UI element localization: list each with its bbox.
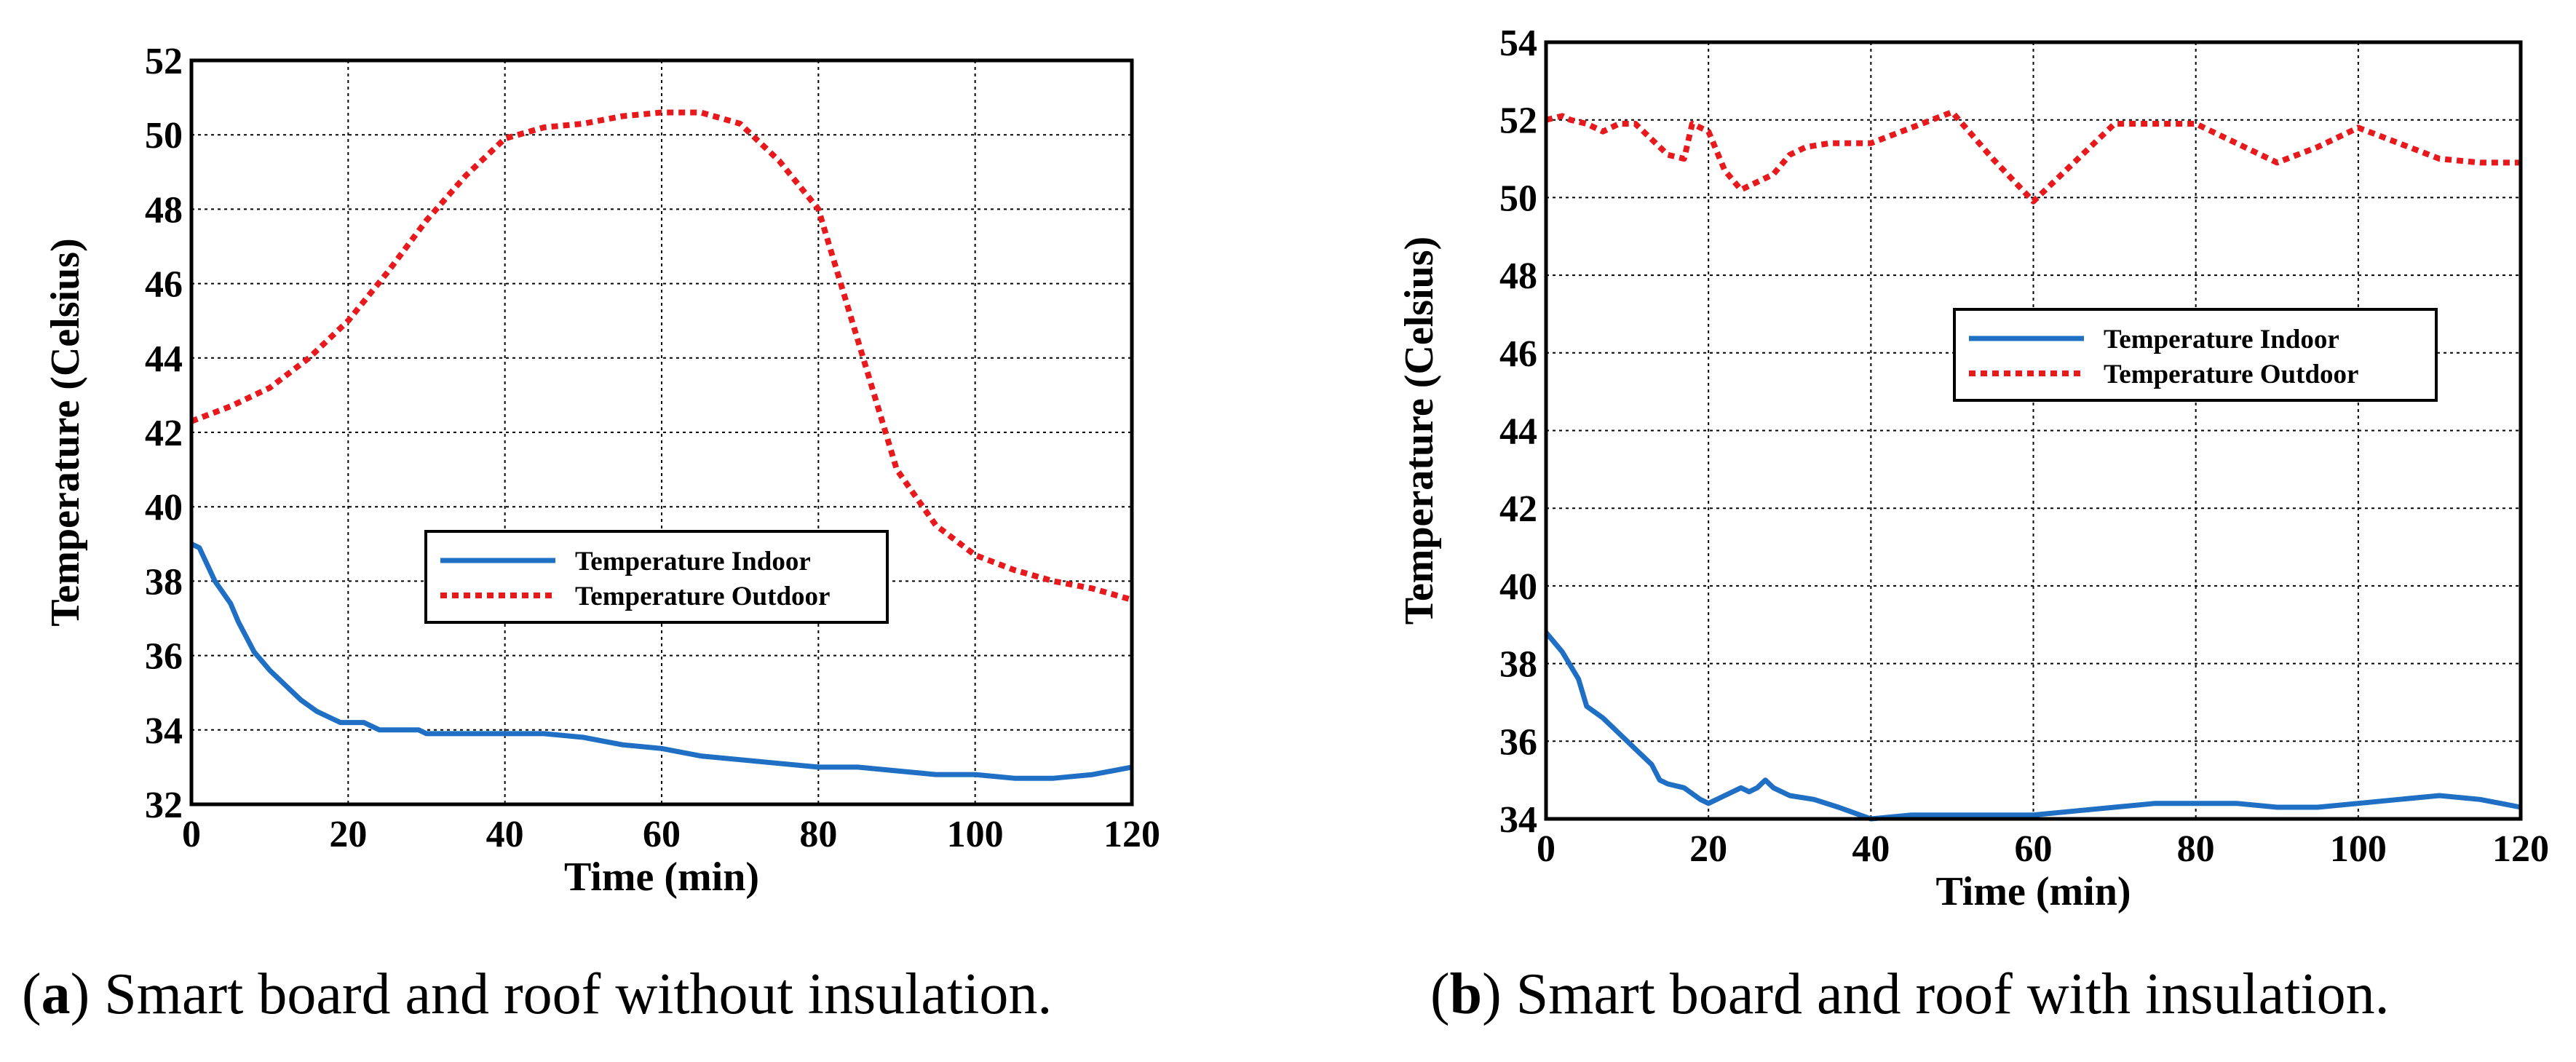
chart-b-frame xyxy=(1544,40,2523,821)
chart-b-legend-box xyxy=(1953,308,2438,402)
chart-b-y-tick-label: 44 xyxy=(1499,411,1537,453)
chart-panel-a: 0 20 40 60 80 100 120 32 34 36 38 40 42 44 46 48 50 52 Ti… xyxy=(22,41,1160,1026)
chart-b-caption-label: b xyxy=(1450,962,1483,1026)
chart-b-y-axis-label: Temperature (Celsius) xyxy=(1397,237,1442,625)
chart-a-x-tick-label: 100 xyxy=(947,814,1004,855)
chart-a-y-tick-label: 52 xyxy=(145,41,183,82)
chart-a-y-tick-label: 40 xyxy=(145,487,183,528)
chart-a-y-tick-label: 38 xyxy=(145,561,183,603)
chart-a-y-tick-label: 34 xyxy=(145,710,183,752)
chart-b-y-tick-label: 42 xyxy=(1499,488,1537,530)
chart-b-x-tick-label: 100 xyxy=(2330,828,2387,870)
chart-b-y-tick-label: 54 xyxy=(1499,23,1537,64)
chart-b-legend: Temperature Indoor Temperature Outdoor xyxy=(1953,308,2438,402)
chart-a-x-tick-label: 40 xyxy=(486,814,524,855)
chart-panel-b: 0 20 40 60 80 100 120 34 36 38 40 42 44 46 48 50 52 54 Ti… xyxy=(1397,23,2549,1026)
chart-a-y-tick-label: 48 xyxy=(145,189,183,231)
chart-b-y-tick-label: 38 xyxy=(1499,644,1537,686)
chart-b-x-tick-label: 0 xyxy=(1537,828,1555,870)
chart-a-x-tick-label: 80 xyxy=(799,814,837,855)
chart-a-caption-text: Smart board and roof without insulation. xyxy=(104,962,1052,1026)
chart-b-series-outdoor-line xyxy=(1545,109,2521,205)
chart-a-y-tick-label: 42 xyxy=(145,413,183,454)
chart-b-y-tick-label: 50 xyxy=(1499,178,1537,219)
chart-a-y-axis-label: Temperature (Celsius) xyxy=(43,238,88,627)
chart-a-legend-label-outdoor: Temperature Outdoor xyxy=(575,582,830,611)
chart-a-series xyxy=(190,109,1133,781)
chart-b-caption-text: Smart board and roof with insulation. xyxy=(1516,962,2390,1026)
chart-b-x-tick-label: 120 xyxy=(2492,828,2549,870)
chart-a-y-tick-label: 32 xyxy=(145,785,183,826)
chart-a-grid xyxy=(191,60,1132,804)
chart-a-x-tick-label: 0 xyxy=(182,814,201,855)
chart-a-series-outdoor-line xyxy=(190,109,1133,603)
chart-a-caption: (a) Smart board and roof without insulat… xyxy=(22,962,1052,1026)
chart-b-ticks: 0 20 40 60 80 100 120 34 36 38 40 42 44 46 48 50 52 54 xyxy=(1499,23,2549,870)
chart-a-y-tick-label: 36 xyxy=(145,636,183,678)
chart-a-series-indoor-line xyxy=(190,542,1133,781)
chart-b-y-tick-label: 46 xyxy=(1499,333,1537,375)
chart-a-legend-box xyxy=(424,530,889,624)
chart-b-x-tick-label: 80 xyxy=(2177,828,2215,870)
chart-b-legend-label-outdoor: Temperature Outdoor xyxy=(2104,360,2358,389)
chart-b-y-tick-label: 52 xyxy=(1499,100,1537,142)
chart-b-x-tick-label: 60 xyxy=(2015,828,2053,870)
chart-a-caption-label: a xyxy=(41,962,71,1026)
chart-a-x-axis-label: Time (min) xyxy=(564,855,759,900)
chart-b-x-axis-label: Time (min) xyxy=(1935,869,2131,914)
chart-b-series xyxy=(1544,109,2521,822)
chart-a-y-tick-label: 44 xyxy=(145,338,183,380)
chart-a-y-tick-label: 46 xyxy=(145,264,183,306)
chart-a-y-tick-label: 50 xyxy=(145,115,183,156)
chart-a-legend: Temperature Indoor Temperature Outdoor xyxy=(424,530,889,624)
chart-a-x-tick-label: 120 xyxy=(1103,814,1160,855)
chart-b-legend-label-indoor: Temperature Indoor xyxy=(2104,325,2339,354)
chart-a-ticks: 0 20 40 60 80 100 120 32 34 36 38 40 42 44 46 48 50 52 xyxy=(145,41,1160,855)
chart-a-x-tick-label: 60 xyxy=(643,814,681,855)
chart-b-y-tick-label: 40 xyxy=(1499,566,1537,608)
chart-a-x-tick-label: 20 xyxy=(329,814,367,855)
chart-b-series-indoor-line xyxy=(1544,630,2521,822)
chart-b-y-tick-label: 48 xyxy=(1499,255,1537,297)
chart-b-y-tick-label: 36 xyxy=(1499,721,1537,763)
chart-a-frame xyxy=(189,58,1134,807)
chart-a-legend-label-indoor: Temperature Indoor xyxy=(575,547,811,576)
chart-b-y-tick-label: 34 xyxy=(1499,799,1537,841)
chart-b-x-tick-label: 20 xyxy=(1689,828,1727,870)
chart-b-grid xyxy=(1546,42,2521,819)
chart-b-x-tick-label: 40 xyxy=(1852,828,1890,870)
chart-b-caption: (b) Smart board and roof with insulation… xyxy=(1430,962,2390,1026)
